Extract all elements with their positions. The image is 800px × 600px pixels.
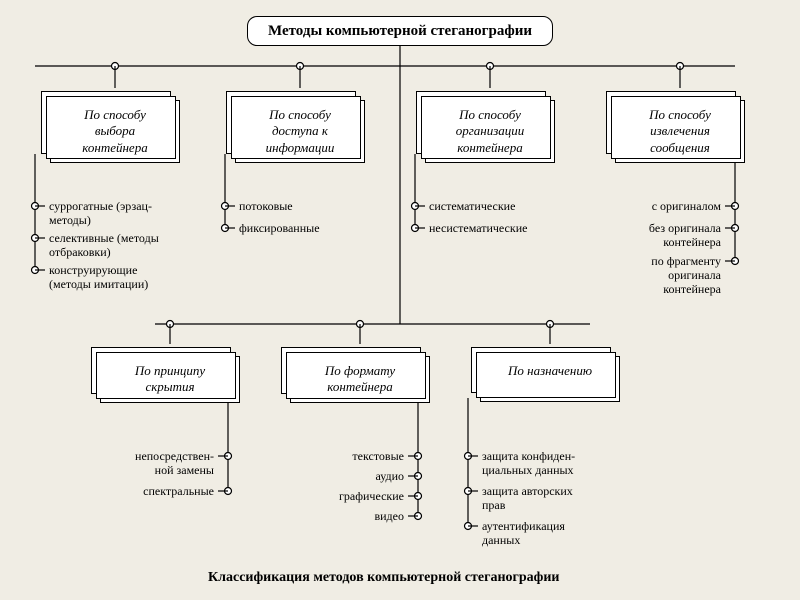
category-c1: По способувыбораконтейнера (50, 100, 180, 158)
category-item: суррогатные (эрзац-методы) (49, 200, 199, 228)
category-c5: По принципускрытия (100, 356, 240, 402)
category-item: защита конфиден-циальных данных (482, 450, 632, 478)
category-item: аудио (254, 470, 404, 484)
category-item: графические (254, 490, 404, 504)
category-card: По назначению (480, 356, 620, 402)
category-card: По способудоступа кинформации (235, 100, 365, 163)
category-item: селективные (методыотбраковки) (49, 232, 199, 260)
category-card: По принципускрытия (100, 356, 240, 403)
category-item: потоковые (239, 200, 389, 214)
category-item: конструирующие(методы имитации) (49, 264, 199, 292)
category-item: систематические (429, 200, 579, 214)
category-label: По способуорганизацииконтейнера (456, 107, 525, 155)
category-c7: По назначению (480, 356, 620, 402)
category-label: По форматуконтейнера (325, 363, 395, 394)
category-item: текстовые (254, 450, 404, 464)
category-item: без оригиналаконтейнера (571, 222, 721, 250)
category-c2: По способудоступа кинформации (235, 100, 365, 158)
category-card: По форматуконтейнера (290, 356, 430, 403)
category-item: по фрагментуоригиналаконтейнера (571, 255, 721, 296)
category-card: По способуизвлечениясообщения (615, 100, 745, 163)
category-card: По способуорганизацииконтейнера (425, 100, 555, 163)
category-c3: По способуорганизацииконтейнера (425, 100, 555, 158)
category-label: По способуизвлечениясообщения (649, 107, 711, 155)
category-card: По способувыбораконтейнера (50, 100, 180, 163)
category-label: По назначению (508, 363, 592, 378)
caption: Классификация методов компьютерной стега… (208, 570, 559, 586)
category-item: непосредствен-ной замены (64, 450, 214, 478)
category-c6: По форматуконтейнера (290, 356, 430, 402)
category-item: с оригиналом (571, 200, 721, 214)
category-item: защита авторскихправ (482, 485, 632, 513)
category-label: По принципускрытия (135, 363, 205, 394)
category-item: несистематические (429, 222, 579, 236)
category-c4: По способуизвлечениясообщения (615, 100, 745, 158)
category-label: По способувыбораконтейнера (82, 107, 147, 155)
root-title: Методы компьютерной стеганографии (247, 16, 553, 46)
category-item: фиксированные (239, 222, 389, 236)
category-item: аутентификацияданных (482, 520, 632, 548)
category-item: видео (254, 510, 404, 524)
category-label: По способудоступа кинформации (266, 107, 335, 155)
category-item: спектральные (64, 485, 214, 499)
